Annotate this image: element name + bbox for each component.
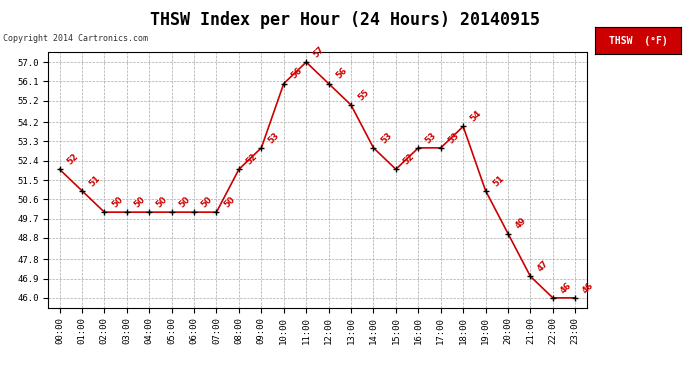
Text: 53: 53 xyxy=(446,130,461,145)
Text: 50: 50 xyxy=(222,195,237,209)
Text: 46: 46 xyxy=(581,280,595,295)
Text: 57: 57 xyxy=(312,45,326,59)
Text: 50: 50 xyxy=(155,195,169,209)
Text: 53: 53 xyxy=(379,130,393,145)
Text: 56: 56 xyxy=(289,66,304,81)
Text: 52: 52 xyxy=(244,152,259,166)
Text: 53: 53 xyxy=(424,130,438,145)
Text: 50: 50 xyxy=(199,195,214,209)
Text: 50: 50 xyxy=(110,195,124,209)
Text: 54: 54 xyxy=(469,109,484,124)
Text: 50: 50 xyxy=(132,195,147,209)
Text: 56: 56 xyxy=(334,66,349,81)
Text: 53: 53 xyxy=(267,130,282,145)
Text: 49: 49 xyxy=(513,216,528,231)
Text: 52: 52 xyxy=(402,152,416,166)
Text: 47: 47 xyxy=(536,259,551,274)
Text: Copyright 2014 Cartronics.com: Copyright 2014 Cartronics.com xyxy=(3,34,148,43)
Text: 50: 50 xyxy=(177,195,192,209)
Text: THSW  (°F): THSW (°F) xyxy=(609,36,667,46)
Text: 55: 55 xyxy=(357,87,371,102)
Text: 51: 51 xyxy=(491,173,506,188)
Text: 46: 46 xyxy=(558,280,573,295)
Text: 51: 51 xyxy=(88,173,102,188)
Text: 52: 52 xyxy=(65,152,80,166)
Text: THSW Index per Hour (24 Hours) 20140915: THSW Index per Hour (24 Hours) 20140915 xyxy=(150,11,540,29)
